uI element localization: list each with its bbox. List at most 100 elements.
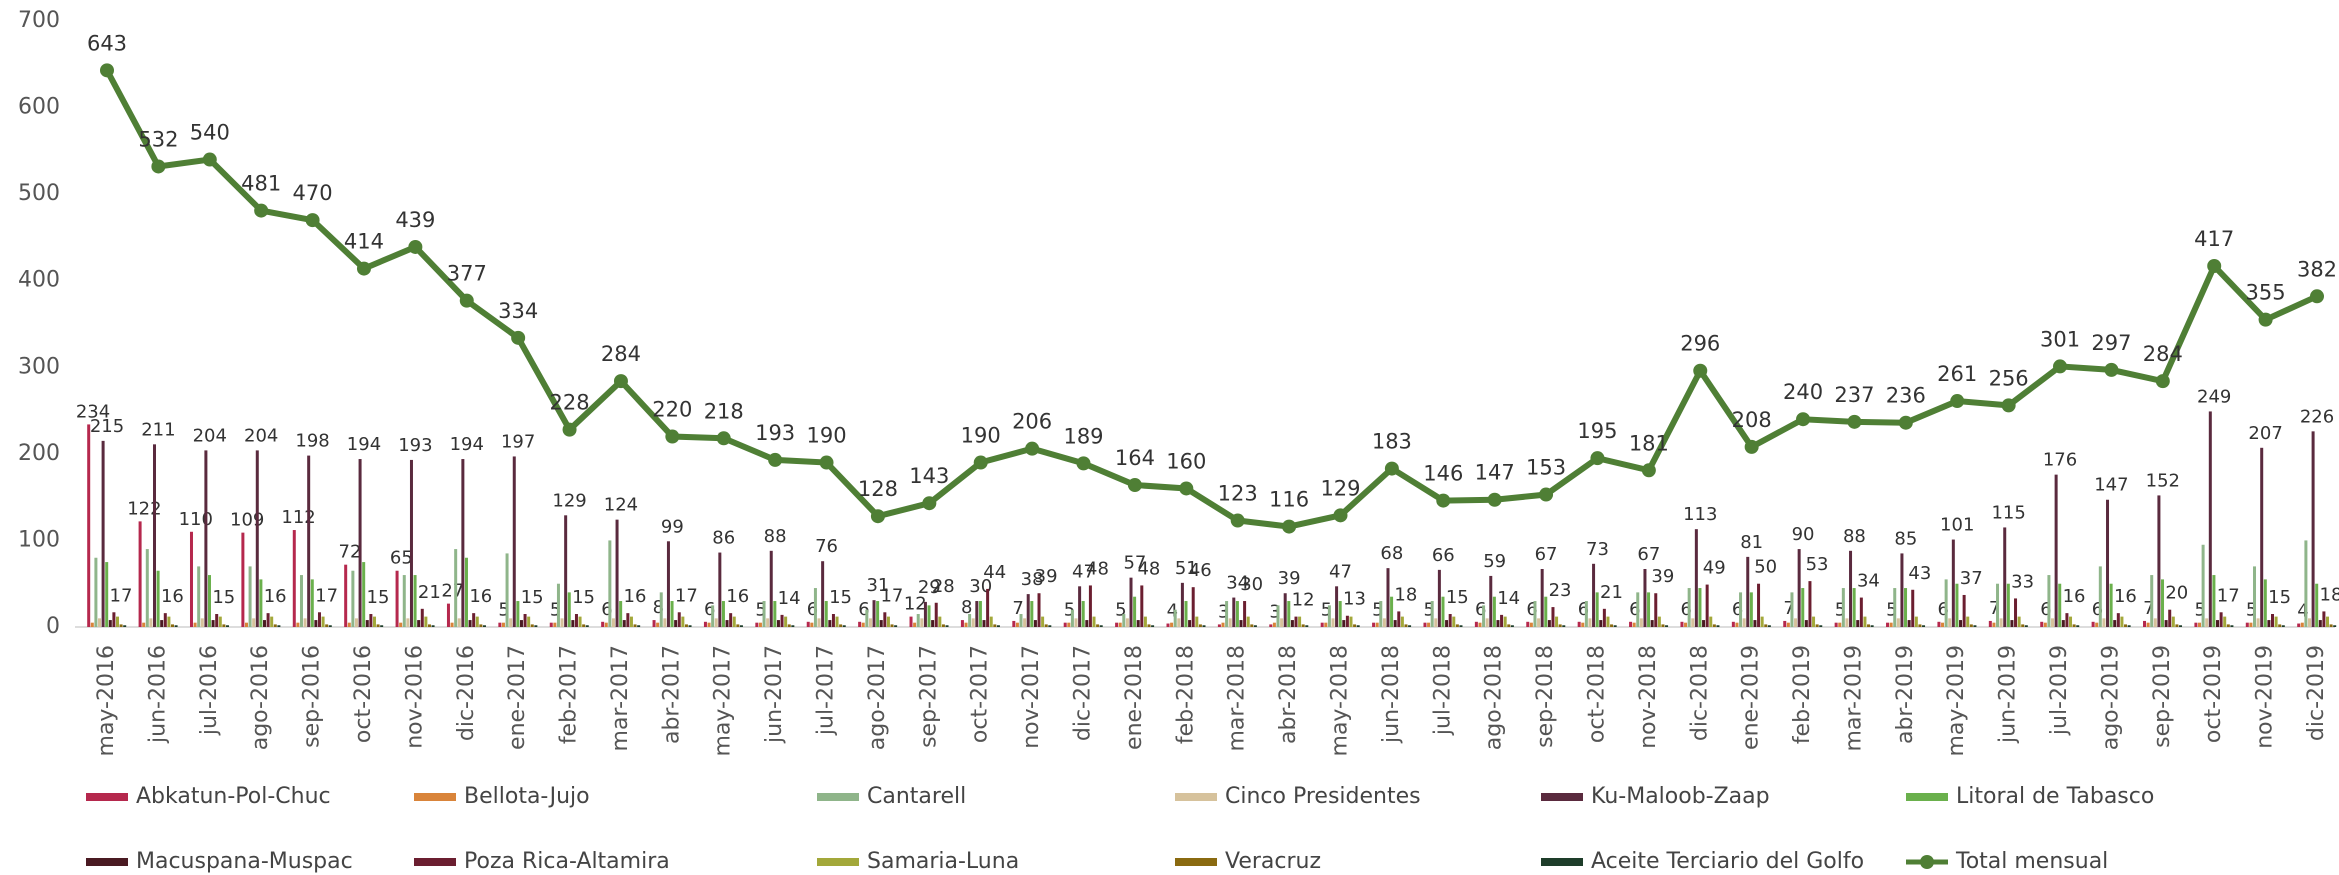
data-label: 13 [1343,589,1366,610]
bar [1999,618,2003,627]
bar [755,622,759,627]
data-label: 44 [983,562,1006,583]
bar [123,625,127,627]
bar [1235,601,1239,627]
bar [1331,618,1335,627]
line-point [151,159,166,174]
bar [938,616,942,627]
line-point [2104,362,2119,377]
legend-swatch [1920,855,1934,869]
bar [2198,622,2202,627]
bar [255,450,259,627]
bar [2253,566,2257,627]
bar [1122,614,1126,627]
bar [2208,411,2212,627]
bar [1856,620,1860,627]
bar [2175,624,2179,627]
data-label: 113 [1683,504,1717,525]
bar [2010,620,2014,627]
bar [619,601,623,627]
bar [553,622,557,627]
bar [1526,621,1530,627]
bar [2333,625,2337,627]
bar [1012,620,1016,627]
line-point [1744,439,1759,454]
data-label: 8 [653,597,664,618]
x-tick-label: may-2017 [711,645,736,756]
data-label: 16 [624,586,647,607]
bar [1819,625,1823,627]
bar [116,616,119,627]
bar [608,540,612,627]
bar [90,622,94,627]
data-label: 208 [1732,408,1772,432]
data-label: 8 [961,597,972,618]
bar [413,575,417,627]
bar [2109,583,2113,627]
line-point [459,293,474,308]
bar [2106,499,2110,627]
bar [1195,616,1199,627]
bar [1386,568,1390,627]
line-point [1179,481,1194,496]
line-point [562,422,577,437]
bar [1849,550,1853,627]
bar [817,618,821,627]
bar [1702,620,1706,627]
bar [1489,575,1493,627]
bar [299,575,303,627]
bar [461,459,465,627]
line-point [1796,412,1811,427]
bar [163,613,167,627]
bar [1709,616,1713,627]
bar [831,614,835,627]
bar [2157,495,2161,627]
bar [248,566,252,627]
bar [945,625,949,627]
data-label: 284 [2143,342,2183,366]
data-label: 59 [1483,551,1506,572]
x-tick-label: ago-2017 [865,645,890,750]
bar [427,624,431,627]
bar [986,588,990,627]
data-label: 6 [1578,599,1589,620]
data-label: 21 [418,582,441,603]
data-label: 86 [712,528,735,549]
data-label: 190 [961,424,1001,448]
bar [1335,586,1339,627]
bar [108,620,112,627]
bar [1790,592,1794,627]
x-tick-label: jul-2016 [197,645,222,736]
data-label: 189 [1063,424,1103,448]
bar [2069,616,2073,627]
bar [1859,597,1863,627]
line-point [613,374,628,389]
bar [1937,621,1941,627]
bar [1636,592,1640,627]
x-tick-label: jun-2019 [1996,645,2021,744]
bar [656,622,660,627]
bar [622,620,626,627]
bar [626,613,630,627]
bar [585,625,589,627]
bar [1143,616,1147,627]
bar [1951,539,1955,627]
y-tick-label: 400 [18,268,60,293]
bar [1794,618,1798,627]
data-label: 439 [395,208,435,232]
bar [1379,601,1383,627]
bar [472,613,476,627]
bar [119,624,123,627]
data-label: 197 [501,431,535,452]
bar [913,622,917,627]
total-line [104,68,2319,530]
bar [927,605,931,627]
data-label: 17 [2217,585,2240,606]
bar [2024,625,2028,627]
data-label: 15 [572,587,595,608]
bar [2304,540,2308,627]
data-label: 7 [1783,598,1794,619]
bar [2003,527,2007,627]
x-tick-label: mar-2019 [1841,645,1866,751]
bar [858,621,862,627]
